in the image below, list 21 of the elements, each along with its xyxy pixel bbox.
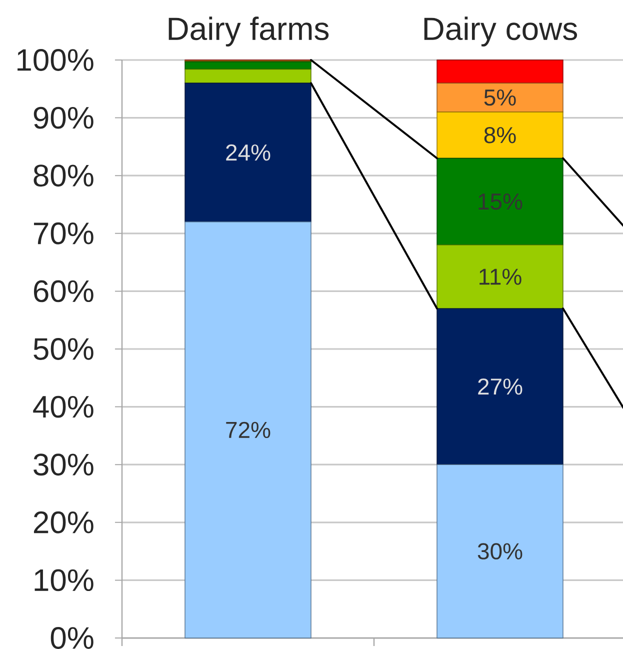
data-label: 24% — [226, 144, 270, 161]
y-tick-label: 50% — [34, 338, 94, 360]
y-tick-label: 10% — [34, 569, 94, 592]
x-tick-label: Dairy farms — [168, 16, 329, 46]
y-tick-label: 80% — [34, 164, 94, 187]
y-tick-label: 70% — [34, 222, 94, 244]
data-label: 11% — [480, 268, 522, 285]
y-tick-label: 60% — [34, 280, 94, 302]
y-tick-label: 90% — [34, 106, 94, 129]
data-label: 8% — [484, 126, 516, 144]
y-tick-label: 100% — [18, 49, 94, 71]
data-label: 27% — [478, 378, 522, 395]
x-tick-label: Dairy cows — [424, 16, 578, 46]
data-label: 30% — [478, 543, 522, 560]
y-tick-label: 20% — [34, 511, 94, 534]
y-tick-label: 40% — [33, 396, 94, 418]
data-label: 5% — [484, 89, 516, 106]
data-label: 15% — [478, 194, 522, 210]
data-label: 72% — [226, 422, 270, 438]
y-tick-label: 30% — [34, 454, 94, 476]
y-tick-label: 0% — [50, 627, 94, 649]
